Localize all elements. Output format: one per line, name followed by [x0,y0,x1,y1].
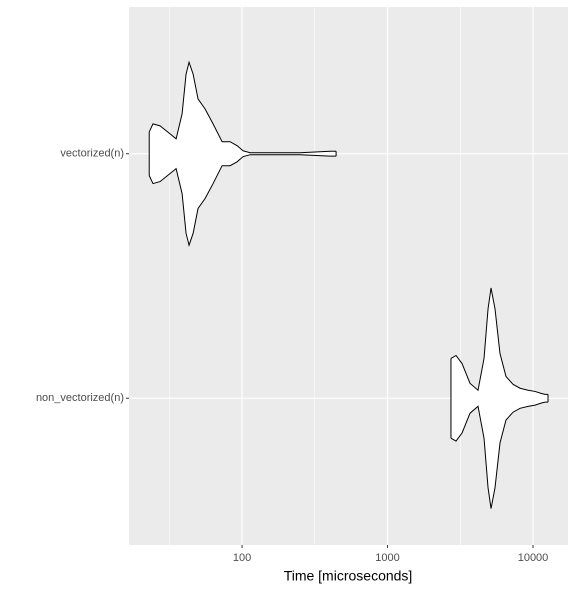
violin-outline [148,154,337,247]
x-tick-label: 100 [233,552,251,564]
y-tick-label: non_vectorized(n) [36,392,124,404]
violin-outline [148,60,337,154]
violin-fill [450,398,549,509]
x-tick-label: 1000 [375,552,399,564]
x-tick-label: 10000 [518,552,549,564]
violin-fill [149,153,337,246]
violin-fill [149,62,337,154]
violin-outline [450,401,549,509]
violin-outline [450,287,549,395]
violin-fill [450,287,549,399]
x-axis-title: Time [microseconds] [284,568,413,584]
y-tick-label: vectorized(n) [60,148,124,160]
